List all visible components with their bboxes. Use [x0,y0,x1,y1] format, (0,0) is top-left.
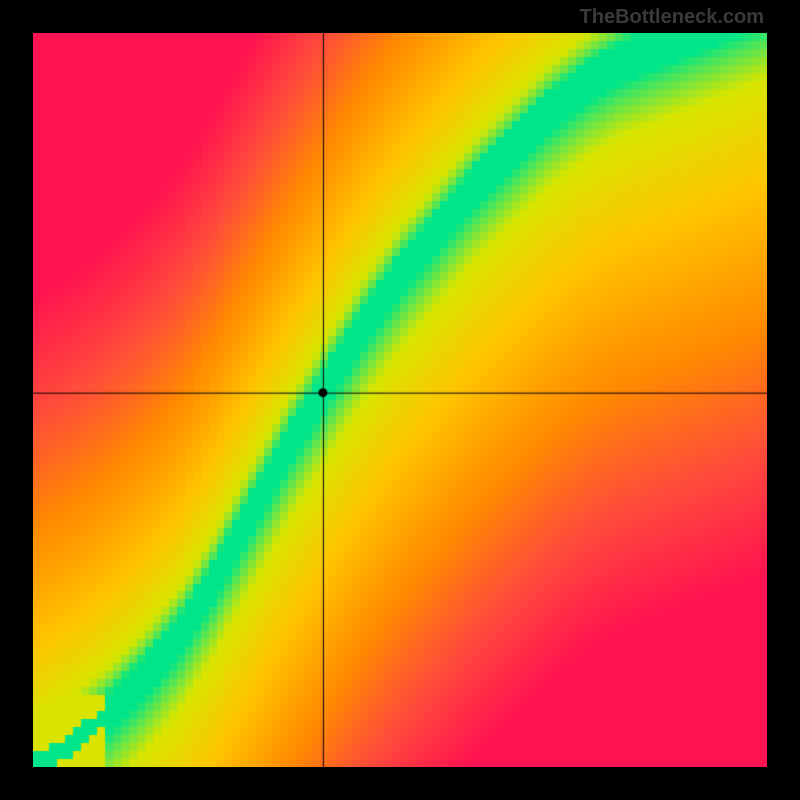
heatmap-plot [33,33,767,767]
watermark-text: TheBottleneck.com [580,6,764,29]
heatmap-canvas [33,33,767,767]
chart-container: TheBottleneck.com [0,0,800,800]
